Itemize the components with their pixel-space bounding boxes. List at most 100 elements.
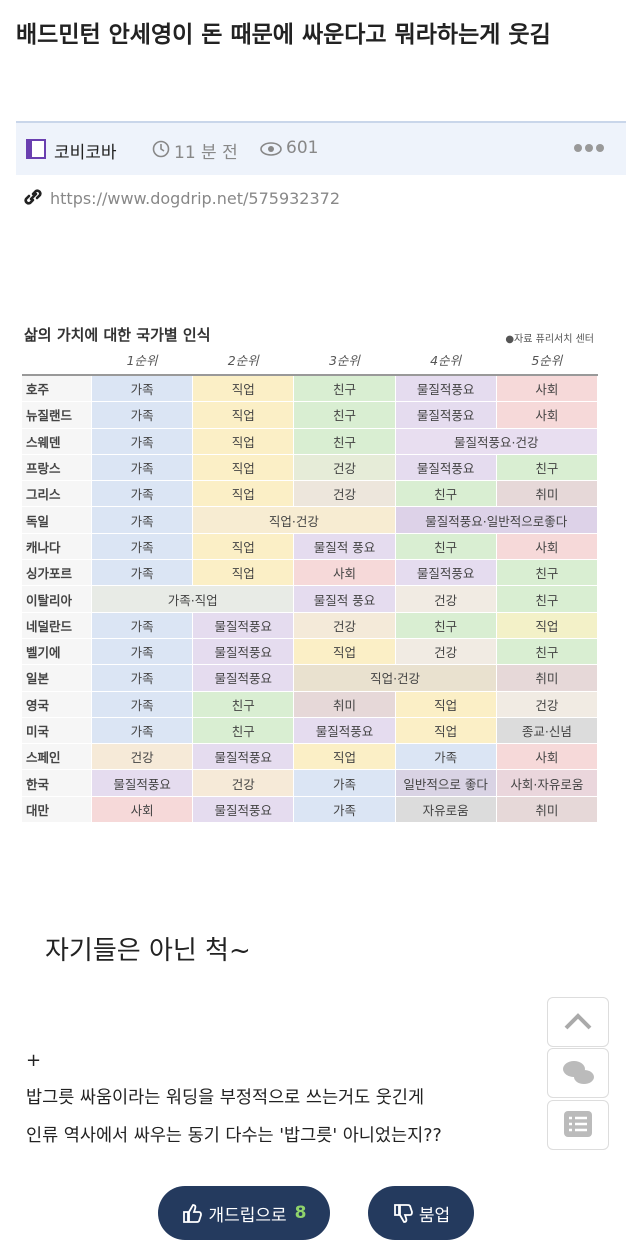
upvote-label: 개드립으로 <box>208 1205 287 1226</box>
post-title: 배드민턴 안세영이 돈 때문에 싸운다고 뭐라하는게 웃김 <box>16 22 551 48</box>
table-row: 스웨덴 가족 직업 친구 물질적풍요·건강 <box>22 428 598 455</box>
upvote-button[interactable]: 개드립으로 8 <box>158 1186 330 1240</box>
rank-cell: 사회 <box>496 533 598 560</box>
rank-cell: 친구 <box>496 586 598 612</box>
view-count: 601 <box>286 138 319 158</box>
country-cell: 대만 <box>22 796 92 823</box>
country-cell: 스페인 <box>22 744 92 770</box>
table-row: 네덜란드 가족 물질적풍요 건강 친구 직업 <box>22 612 598 639</box>
table-title: 삶의 가치에 대한 국가별 인식 <box>24 326 211 344</box>
rank-cell: 직업·건강 <box>294 665 497 691</box>
rank-cell: 건강 <box>395 638 497 665</box>
rank-cell: 물질적풍요 <box>395 402 497 428</box>
rank-cell: 직업 <box>193 454 295 481</box>
rank-cell: 건강 <box>395 586 497 612</box>
table-row: 이탈리아 가족·직업 물질적 풍요 건강 친구 <box>22 586 598 613</box>
rank-cell: 건강 <box>294 454 396 481</box>
rank-cell: 물질적풍요 <box>193 612 295 638</box>
rank-cell: 가족 <box>92 533 194 560</box>
author[interactable]: 코비코바 <box>54 143 117 163</box>
rank-cell: 직업 <box>294 638 396 665</box>
upvote-count: 8 <box>294 1203 307 1223</box>
rank-cell: 직업 <box>193 376 295 402</box>
country-cell: 미국 <box>22 717 92 744</box>
rank-cell: 가족·직업 <box>92 586 295 612</box>
rank-cell: 직업·건강 <box>193 507 396 533</box>
table-row: 뉴질랜드 가족 직업 친구 물질적풍요 사회 <box>22 402 598 429</box>
rank-cell: 가족 <box>92 717 194 744</box>
rank-cell: 가족 <box>294 796 396 823</box>
rank-cell: 친구 <box>496 638 598 665</box>
table-row: 한국 물질적풍요 건강 가족 일반적으로 좋다 사회·자유로움 <box>22 770 598 797</box>
rank-cell: 물질적풍요 <box>193 665 295 691</box>
header-row: 1순위 2순위 3순위 4순위 5순위 <box>22 344 598 376</box>
rank-cell: 물질적풍요 <box>395 376 497 402</box>
table-row: 싱가포르 가족 직업 사회 물질적풍요 친구 <box>22 560 598 587</box>
country-cell: 영국 <box>22 691 92 717</box>
country-cell: 스웨덴 <box>22 428 92 454</box>
rank-cell: 취미 <box>496 481 598 507</box>
rank-cell: 물질적풍요 <box>92 770 194 796</box>
rank-cell: 물질적풍요 <box>193 638 295 665</box>
rank-cell: 물질적풍요·일반적으로좋다 <box>395 507 598 533</box>
rank-cell: 가족 <box>92 560 194 586</box>
rank-cell: 물질적풍요 <box>193 744 295 770</box>
avatar-icon <box>26 139 46 159</box>
table-row: 일본 가족 물질적풍요 직업·건강 취미 <box>22 665 598 692</box>
rank-cell: 물질적풍요 <box>395 560 497 586</box>
country-cell: 뉴질랜드 <box>22 402 92 428</box>
boomup-button[interactable]: 붐업 <box>368 1186 474 1240</box>
list-button[interactable] <box>547 1100 609 1150</box>
clock-icon <box>152 140 170 158</box>
table-row: 그리스 가족 직업 건강 친구 취미 <box>22 481 598 508</box>
column-header: 3순위 <box>294 344 396 374</box>
rank-cell: 친구 <box>496 560 598 586</box>
rank-cell: 사회 <box>496 744 598 770</box>
rank-cell: 가족 <box>92 428 194 454</box>
body-plus: + <box>26 1050 42 1071</box>
table-row: 미국 가족 친구 물질적풍요 직업 종교·신념 <box>22 717 598 745</box>
rank-cell: 친구 <box>294 376 396 402</box>
rank-cell: 가족 <box>92 481 194 507</box>
rank-cell: 직업 <box>193 428 295 454</box>
rank-cell: 사회 <box>496 402 598 428</box>
rank-cell: 가족 <box>92 612 194 638</box>
rank-cell: 가족 <box>92 402 194 428</box>
rank-cell: 사회 <box>92 796 194 823</box>
body-line: 인류 역사에서 싸우는 동기 다수는 '밥그릇' 아니었는지?? <box>26 1126 442 1146</box>
rank-cell: 직업 <box>193 481 295 507</box>
rank-cell: 물질적풍요 <box>193 796 295 823</box>
rank-cell: 직업 <box>294 744 396 770</box>
scroll-top-button[interactable] <box>547 997 609 1047</box>
rank-cell: 친구 <box>395 612 497 638</box>
rank-cell: 가족 <box>92 376 194 402</box>
table-row: 프랑스 가족 직업 건강 물질적풍요 친구 <box>22 454 598 482</box>
table-row: 호주 가족 직업 친구 물질적풍요 사회 <box>22 376 598 403</box>
rank-cell: 물질적풍요 <box>294 717 396 744</box>
table-row: 영국 가족 친구 취미 직업 건강 <box>22 691 598 718</box>
country-cell: 일본 <box>22 665 92 691</box>
rank-cell: 직업 <box>193 560 295 586</box>
rank-cell: 건강 <box>92 744 194 770</box>
rank-cell: 직업 <box>395 691 497 717</box>
rank-cell: 건강 <box>294 612 396 638</box>
rank-cell: 직업 <box>193 533 295 560</box>
column-header: 1순위 <box>92 344 194 374</box>
country-cell: 싱가포르 <box>22 560 92 586</box>
table-row: 스페인 건강 물질적풍요 직업 가족 사회 <box>22 744 598 771</box>
country-cell: 네덜란드 <box>22 612 92 638</box>
rank-cell: 물질적풍요 <box>395 454 497 481</box>
rank-cell: 직업 <box>496 612 598 638</box>
rank-cell: 종교·신념 <box>496 717 598 744</box>
rank-cell: 취미 <box>496 796 598 823</box>
more-icon[interactable] <box>573 143 605 153</box>
rank-cell: 친구 <box>193 691 295 717</box>
column-header: 5순위 <box>497 344 598 374</box>
country-cell: 독일 <box>22 507 92 533</box>
comment-button[interactable] <box>547 1048 609 1098</box>
post-url[interactable]: https://www.dogdrip.net/575932372 <box>50 189 341 208</box>
link-icon <box>24 189 42 205</box>
rank-cell: 가족 <box>92 507 194 533</box>
table-source: ●자료 퓨리서치 센터 <box>505 334 594 345</box>
